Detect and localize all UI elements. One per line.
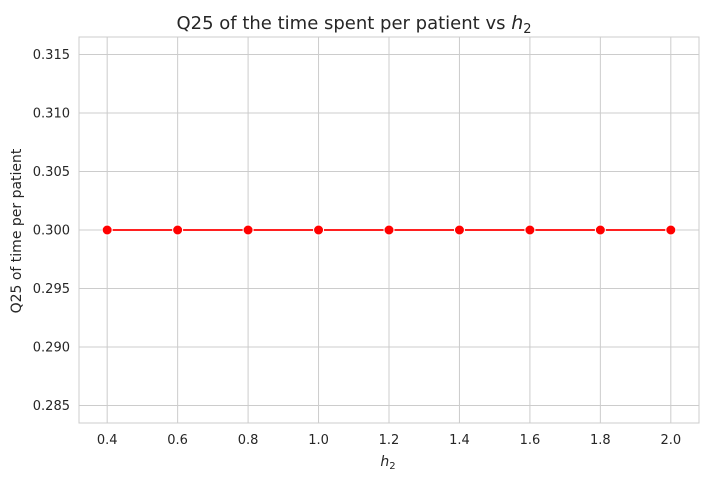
chart-title-variable: h: [511, 12, 523, 34]
x-axis-ticks: 0.4 0.6 0.8 1.0 1.2 1.4 1.6 1.8 2.0: [97, 433, 681, 448]
data-point: [242, 224, 254, 236]
y-tick-label: 0.285: [33, 399, 70, 414]
chart-title: Q25 of the time spent per patient vs h2: [176, 12, 531, 37]
data-point: [383, 224, 395, 236]
x-axis-label-variable: h: [380, 454, 389, 470]
y-tick-label: 0.295: [33, 282, 70, 297]
x-tick-label: 0.4: [97, 433, 118, 448]
x-axis-label: h2: [380, 454, 395, 472]
x-tick-label: 1.2: [379, 433, 400, 448]
data-point: [101, 224, 113, 236]
x-tick-label: 1.8: [590, 433, 611, 448]
chart-title-subscript: 2: [523, 22, 531, 37]
x-axis-label-subscript: 2: [389, 461, 395, 472]
y-axis-ticks: 0.285 0.290 0.295 0.300 0.305 0.310 0.315: [33, 48, 70, 414]
data-point: [313, 224, 325, 236]
y-tick-label: 0.300: [33, 224, 70, 239]
data-point: [524, 224, 536, 236]
data-point: [665, 224, 677, 236]
x-tick-label: 0.6: [167, 433, 188, 448]
y-axis-label: Q25 of time per patient: [9, 148, 25, 313]
y-tick-label: 0.310: [33, 107, 70, 122]
chart-title-text: Q25 of the time spent per patient vs: [176, 13, 511, 34]
data-point: [172, 224, 184, 236]
x-tick-label: 1.4: [449, 433, 470, 448]
y-tick-label: 0.290: [33, 340, 70, 355]
x-tick-label: 0.8: [238, 433, 259, 448]
series-layer: [101, 224, 677, 236]
x-tick-label: 1.6: [520, 433, 541, 448]
x-tick-label: 1.0: [308, 433, 329, 448]
plot-area: [78, 36, 700, 424]
data-point: [594, 224, 606, 236]
data-point: [453, 224, 465, 236]
y-tick-label: 0.305: [33, 165, 70, 180]
x-tick-label: 2.0: [660, 433, 681, 448]
y-tick-label: 0.315: [33, 48, 70, 63]
